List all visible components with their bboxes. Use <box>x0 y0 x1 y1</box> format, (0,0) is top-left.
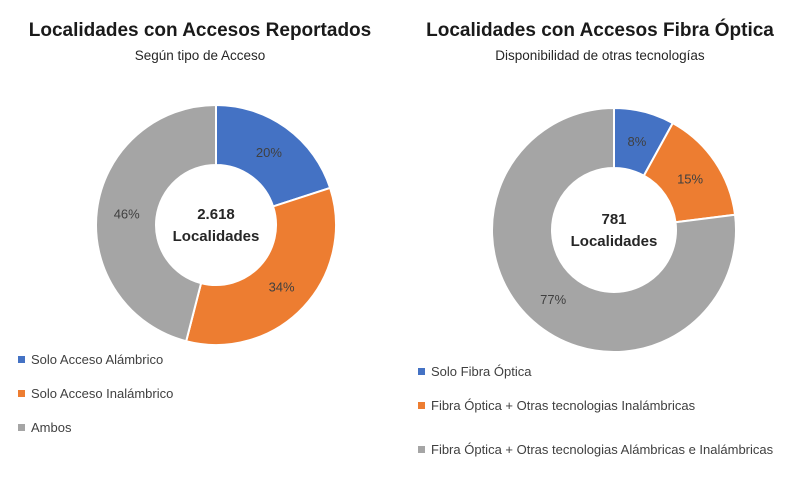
legend-item: Solo Acceso Alámbrico <box>18 350 390 369</box>
center-label: 2.618 <box>197 206 235 223</box>
center-label: Localidades <box>571 233 658 250</box>
center-label: 781 <box>601 211 626 228</box>
legend-swatch <box>418 368 425 375</box>
donut-slice <box>95 103 217 343</box>
legend-swatch <box>18 424 25 431</box>
chart-title: Localidades con Accesos Fibra Óptica <box>426 20 774 41</box>
center-label: Localidades <box>173 228 260 245</box>
legend-label: Fibra Óptica + Otras tecnologias Inalámb… <box>431 398 696 413</box>
data-label: 34% <box>269 280 295 295</box>
legend-label: Solo Fibra Óptica <box>431 364 532 379</box>
donut-slice <box>184 186 337 346</box>
chart-title: Localidades con Accesos Reportados <box>28 20 372 41</box>
chart-panel-fibra-optica: Localidades con Accesos Fibra Óptica Dis… <box>400 0 800 491</box>
legend-item: Fibra Óptica + Otras tecnologias Inalámb… <box>418 396 790 415</box>
legend-label: Solo Acceso Inalámbrico <box>31 386 174 401</box>
legend-label: Ambos <box>31 420 72 435</box>
legend-item: Fibra Óptica + Otras tecnologias Alámbri… <box>418 440 790 459</box>
legend-swatch <box>418 402 425 409</box>
data-label: 77% <box>540 292 566 307</box>
data-label: 15% <box>677 171 703 186</box>
data-label: 8% <box>627 134 646 149</box>
legend-item: Solo Fibra Óptica <box>418 362 790 381</box>
legend-label: Solo Acceso Alámbrico <box>31 352 164 367</box>
data-label: 46% <box>114 207 140 222</box>
donut-slice <box>491 106 737 353</box>
legend-item: Ambos <box>18 418 390 437</box>
legend-swatch <box>18 356 25 363</box>
chart-subtitle: Según tipo de Acceso <box>134 48 266 63</box>
legend-item: Solo Acceso Inalámbrico <box>18 384 390 403</box>
chart-subtitle: Disponibilidad de otras tecnologías <box>495 48 705 63</box>
donut-chart-fibra-optica: 8% 15% 77% 781 Localidades <box>491 106 737 353</box>
legend-swatch <box>18 390 25 397</box>
donut-slice <box>215 103 332 208</box>
donut-chart-accesos-reportados: 20% 34% 46% 2.618 Localidades <box>95 103 337 346</box>
chart-panel-accesos-reportados: Localidades con Accesos Reportados Según… <box>18 20 390 437</box>
legend-label: Fibra Óptica + Otras tecnologias Alámbri… <box>431 442 774 457</box>
legend-swatch <box>418 446 425 453</box>
data-label: 20% <box>256 145 282 160</box>
